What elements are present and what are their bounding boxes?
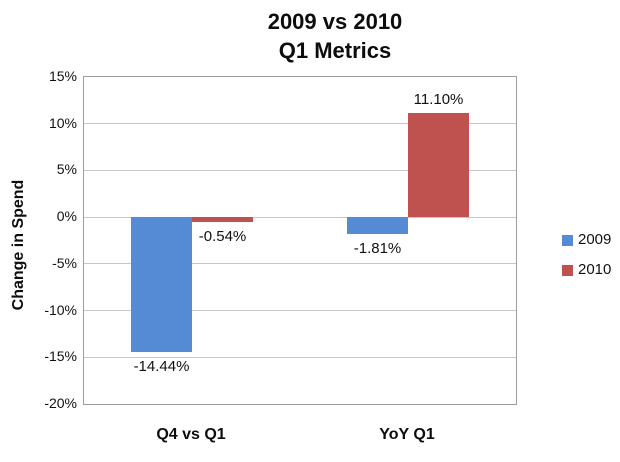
data-label: 11.10% — [413, 91, 464, 109]
bar-2010-yoy-q1 — [408, 113, 469, 218]
bar-2009-q4-vs-q1 — [131, 217, 192, 353]
y-axis-tick-label: -20% — [44, 395, 77, 411]
chart-title-line-1: 2009 vs 2010 — [267, 9, 403, 34]
legend-item-2009: 2009 — [562, 231, 611, 249]
plot-area: -14.44% -1.81% -0.54% 11.10% — [83, 76, 517, 405]
x-axis-category-label: YoY Q1 — [379, 426, 435, 443]
legend-swatch-icon — [562, 234, 573, 246]
gridline — [84, 263, 516, 265]
gridline — [84, 356, 516, 358]
y-axis-tick-label: -5% — [52, 254, 77, 271]
y-axis-tick-label: 10% — [48, 114, 77, 131]
legend-item-2010: 2010 — [562, 261, 611, 279]
bar-2009-yoy-q1 — [347, 217, 408, 235]
y-axis-tick-label: 5% — [56, 161, 77, 178]
gridline — [84, 169, 516, 171]
data-label: -1.81% — [353, 240, 402, 258]
gridline — [84, 216, 516, 218]
gridline — [84, 310, 516, 312]
y-axis-tick-label: 15% — [48, 68, 77, 84]
legend-swatch-icon — [562, 264, 573, 276]
y-axis-tick-label: 0% — [56, 208, 77, 225]
chart-title: 2009 vs 2010 Q1 Metrics — [268, 7, 403, 65]
data-label: -0.54% — [198, 228, 247, 246]
legend-label: 2009 — [578, 231, 612, 248]
data-label: -14.44% — [133, 358, 190, 376]
legend: 2009 2010 — [562, 231, 611, 279]
gridline — [84, 123, 516, 125]
bar-2010-q4-vs-q1 — [192, 217, 253, 223]
y-axis-title: Change in Spend — [10, 179, 27, 311]
y-axis-tick-label: -10% — [44, 301, 77, 318]
x-axis-category-label: Q4 vs Q1 — [156, 426, 226, 443]
y-axis-tick-label: -15% — [44, 348, 77, 365]
chart-title-line-2: Q1 Metrics — [278, 38, 392, 63]
legend-label: 2010 — [578, 261, 612, 278]
